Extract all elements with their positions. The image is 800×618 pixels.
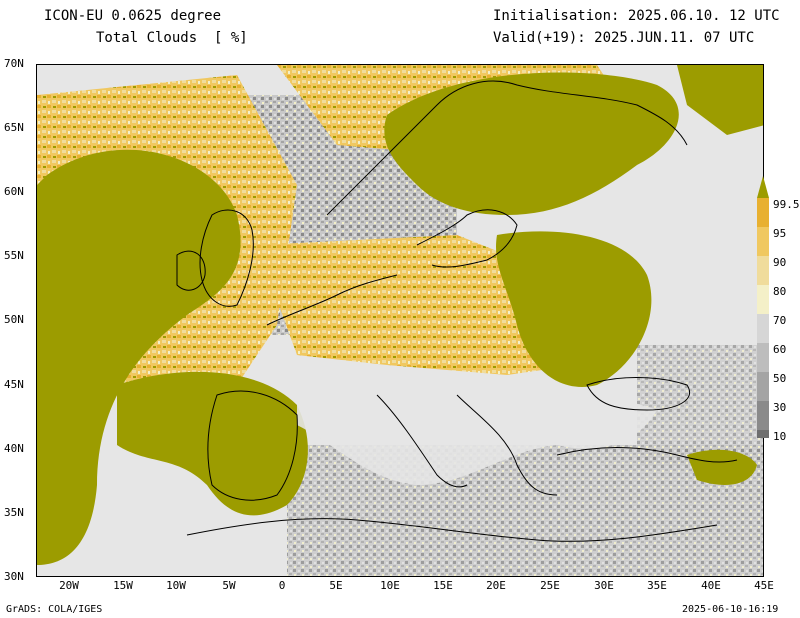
cloud-cover-map (36, 64, 764, 577)
colorbar-label-90: 90 (773, 256, 787, 269)
colorbar-label-95: 95 (773, 227, 787, 240)
lon-label-45e: 45E (754, 579, 774, 592)
lon-label-35e: 35E (647, 579, 667, 592)
lat-label-55n: 55N (4, 249, 24, 262)
model-title: ICON-EU 0.0625 degree (44, 8, 222, 24)
coast-italy (376, 394, 468, 488)
lon-label-40e: 40E (701, 579, 721, 592)
colorbar-segment-10-30 (757, 401, 769, 430)
colorbar-label-50: 50 (773, 372, 787, 385)
overcast-atlantic (37, 149, 241, 565)
coast-iberia (207, 390, 298, 501)
coast-scandinavia (326, 80, 688, 216)
lat-label-70n: 70N (4, 57, 24, 70)
lat-label-35n: 35N (4, 506, 24, 519)
colorbar-label-80: 80 (773, 285, 787, 298)
colorbar-label-30: 30 (773, 401, 787, 414)
lat-label-50n: 50N (4, 313, 24, 326)
coast-turkey (556, 447, 738, 463)
colorbar-label-10: 10 (773, 430, 787, 443)
colorbar-segment-80-90 (757, 256, 769, 285)
lon-label-15e: 15E (433, 579, 453, 592)
colorbar-label-99-5: 99.5 (773, 198, 800, 211)
variable-title: Total Clouds [ %] (96, 30, 248, 46)
lat-label-65n: 65N (4, 121, 24, 134)
lat-label-40n: 40N (4, 442, 24, 455)
lon-label-15w: 15W (113, 579, 133, 592)
lon-label-10e: 10E (380, 579, 400, 592)
colorbar-segment-95-99.5 (757, 198, 769, 227)
colorbar-arrow-top (757, 176, 769, 198)
lon-label-0: 0 (278, 579, 286, 592)
lon-label-5e: 5E (329, 579, 343, 592)
lat-label-60n: 60N (4, 185, 24, 198)
colorbar-label-60: 60 (773, 343, 787, 356)
lon-label-10w: 10W (166, 579, 186, 592)
valid-time: Valid(+19): 2025.JUN.11. 07 UTC (493, 30, 755, 46)
plot-timestamp: 2025-06-10-16:19 (682, 604, 779, 615)
lon-label-25e: 25E (540, 579, 560, 592)
coast-ireland (176, 250, 206, 291)
coastlines (176, 80, 738, 542)
lon-label-20e: 20E (486, 579, 506, 592)
lon-label-5w: 5W (222, 579, 236, 592)
lat-label-30n: 30N (4, 570, 24, 583)
coast-north-africa (186, 518, 718, 542)
coast-british-isles (199, 209, 254, 307)
coast-black-sea (586, 377, 690, 411)
lon-label-30e: 30E (594, 579, 614, 592)
colorbar-segment-70-80 (757, 285, 769, 314)
colorbar-segment-50-60 (757, 343, 769, 372)
colorbar-segment-90-95 (757, 227, 769, 256)
cloud-field-east (637, 345, 763, 465)
map-canvas (37, 65, 763, 576)
colorbar-label-70: 70 (773, 314, 787, 327)
overcast-scandinavia (384, 72, 679, 215)
coast-france-north-sea (266, 274, 398, 326)
grads-credit: GrADS: COLA/IGES (6, 604, 103, 615)
colorbar-segment-below-10 (757, 430, 769, 438)
coast-baltic (416, 209, 518, 268)
cloud-band-yellow-central (257, 235, 577, 375)
coast-balkans-greece (456, 394, 558, 496)
colorbar (757, 176, 769, 438)
lon-label-20w: 20W (59, 579, 79, 592)
overcast-mideast (687, 449, 757, 485)
initialisation-time: Initialisation: 2025.06.10. 12 UTC (493, 8, 780, 24)
colorbar-segment-60-70 (757, 314, 769, 343)
overcast-iberia (117, 371, 308, 516)
overcast-arctic-ne (677, 65, 763, 135)
lat-label-45n: 45N (4, 378, 24, 391)
colorbar-segment-30-50 (757, 372, 769, 401)
overcast-russia (496, 231, 652, 387)
clear-mediterranean (297, 393, 657, 485)
